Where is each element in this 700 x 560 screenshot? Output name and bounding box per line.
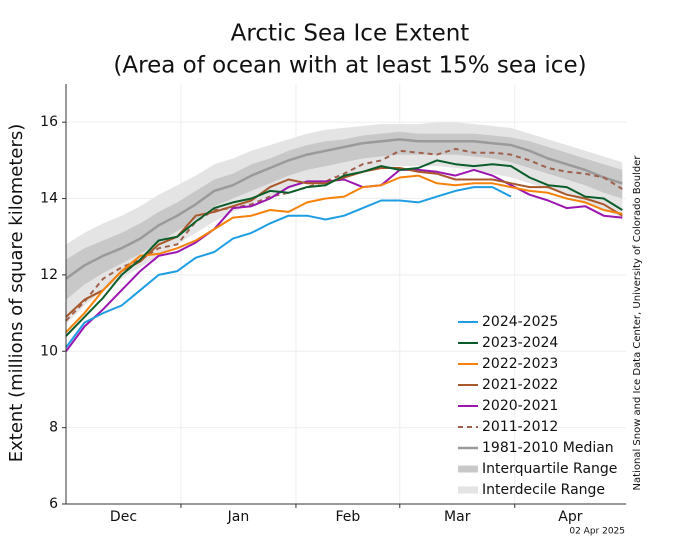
credit: National Snow and Ice Data Center, Unive… xyxy=(632,155,643,491)
series-line xyxy=(65,147,623,322)
x-tick-label: Feb xyxy=(335,509,360,525)
legend: 2024-2025 2023-2024 2022-2023 2021-2022 2020… xyxy=(458,314,617,498)
y-tick-label: 12 xyxy=(40,267,58,283)
chart-title: Arctic Sea Ice Extent xyxy=(231,21,470,47)
x-tick-label: Mar xyxy=(444,509,471,525)
x-tick-label: Jan xyxy=(227,509,250,525)
series-line xyxy=(65,168,623,352)
legend-label: 1981-2010 Median xyxy=(482,440,614,456)
legend-label: 2011-2012 xyxy=(482,419,558,435)
legend-label: 2024-2025 xyxy=(482,314,558,330)
plot-area: 6 8 10 12 14 16 Dec Jan Feb Mar Apr xyxy=(40,84,626,525)
series-line xyxy=(65,174,623,333)
x-tick-label: Dec xyxy=(110,509,137,525)
legend-label: 2022-2023 xyxy=(482,356,558,372)
legend-label: 2021-2022 xyxy=(482,377,558,393)
y-tick-label: 14 xyxy=(40,191,58,207)
x-tick-label: Apr xyxy=(558,509,582,525)
y-tick-label: 16 xyxy=(40,114,58,130)
y-axis-label: Extent (millions of square kilometers) xyxy=(6,124,27,463)
y-tick-label: 10 xyxy=(40,343,58,359)
legend-label: 2020-2021 xyxy=(482,398,558,414)
y-tick-label: 8 xyxy=(49,420,58,436)
legend-label: Interdecile Range xyxy=(482,482,605,498)
y-tick-label: 6 xyxy=(49,496,58,512)
chart-subtitle: (Area of ocean with at least 15% sea ice… xyxy=(113,53,586,79)
date-stamp: 02 Apr 2025 xyxy=(569,527,625,537)
series-line xyxy=(65,159,623,337)
series-line xyxy=(65,138,623,280)
legend-label: Interquartile Range xyxy=(482,461,617,477)
series-line xyxy=(65,167,623,318)
series-line xyxy=(65,186,512,349)
range-band xyxy=(66,122,623,325)
legend-label: 2023-2024 xyxy=(482,335,558,351)
